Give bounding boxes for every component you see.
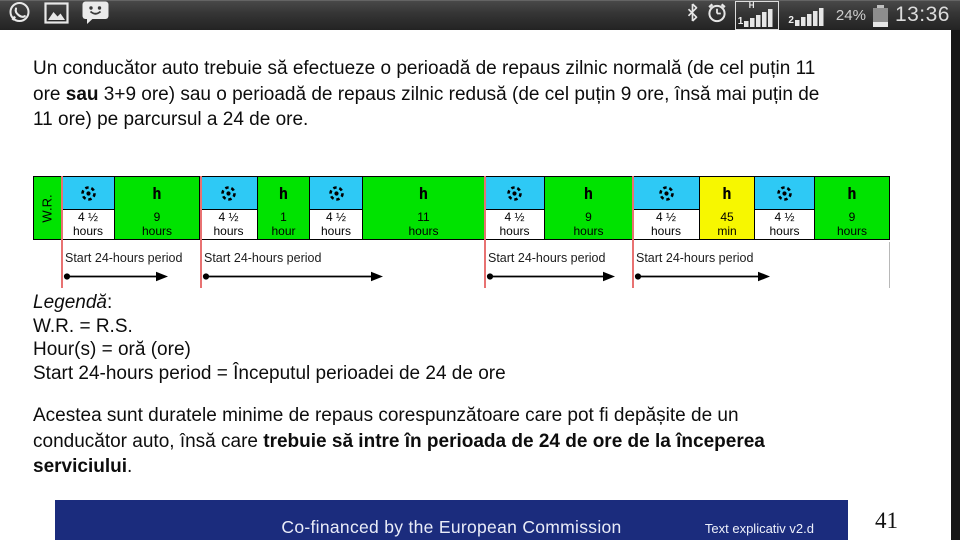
legend-line: Start 24-hours period = Începutul perioa… bbox=[33, 362, 506, 384]
battery-icon bbox=[872, 4, 888, 27]
diagram-cell-rest: h 9 hours bbox=[815, 176, 890, 240]
system-status-icons: H 1 2 24% bbox=[686, 0, 950, 30]
rest-icon: h bbox=[278, 183, 289, 203]
sim2-label: 2 bbox=[788, 15, 794, 26]
gallery-icon[interactable] bbox=[44, 1, 69, 29]
break-icon: h bbox=[722, 183, 732, 203]
text-segment: conducător auto, însă care bbox=[33, 430, 264, 452]
text-segment: serviciului bbox=[33, 456, 127, 477]
diagram-end-line bbox=[889, 242, 890, 288]
sim1-label: 1 bbox=[737, 15, 744, 27]
period-start-label: Start 24-hours period bbox=[65, 251, 183, 265]
clock-time: 13:36 bbox=[894, 3, 950, 26]
legend-title-line: Legendă: bbox=[33, 291, 506, 315]
diagram-cell-rest: h 9 hours bbox=[115, 176, 200, 240]
period-arrow bbox=[486, 270, 616, 288]
document-page: Un conducător auto trebuie să efectueze … bbox=[0, 30, 960, 540]
footer-bar: Co-financed by the European Commission T… bbox=[55, 500, 848, 540]
text-segment: trebuie să intre în perioada de 24 de or… bbox=[263, 430, 765, 452]
diagram-cell-rest: h 11 hours bbox=[363, 176, 485, 240]
cell-duration: 4 ½ hours bbox=[485, 210, 544, 239]
cell-duration: 9 hours bbox=[115, 210, 199, 239]
period-arrow bbox=[634, 270, 771, 288]
text-segment: . bbox=[127, 456, 133, 477]
driving-icon bbox=[658, 185, 674, 201]
rest-icon: h bbox=[583, 183, 594, 203]
signal-sim1-icon: H 1 bbox=[734, 0, 780, 30]
cell-duration: 9 hours bbox=[545, 210, 632, 239]
legend-colon: : bbox=[106, 292, 113, 313]
legend-line: W.R. = R.S. bbox=[33, 315, 133, 337]
page-number: 41 bbox=[875, 508, 898, 533]
status-bar: H 1 2 24% bbox=[0, 0, 960, 30]
cell-duration: 9 hours bbox=[815, 210, 889, 239]
period-start-line bbox=[632, 176, 634, 288]
driving-icon bbox=[777, 185, 792, 201]
period-start-label: Start 24-hours period bbox=[488, 251, 606, 265]
diagram-cell-drive: 4 ½ hours bbox=[485, 176, 545, 240]
cell-duration: 11 hours bbox=[363, 210, 484, 239]
legend-lines: W.R. = R.S. Hour(s) = oră (ore) Start 24-h… bbox=[33, 315, 506, 386]
driving-icon bbox=[80, 185, 96, 201]
cell-duration: 1 hour bbox=[258, 210, 309, 239]
diagram-cell-rest: h 9 hours bbox=[545, 176, 633, 240]
text-segment: 3+9 ore) sau o perioadă de repaus zilnic… bbox=[98, 83, 820, 105]
period-start-line bbox=[200, 176, 202, 288]
version-text: Text explicativ v2.d bbox=[704, 521, 814, 536]
signal-sim2-icon: 2 bbox=[786, 1, 829, 29]
rest-icon: h bbox=[847, 183, 857, 203]
rest-icon: h bbox=[152, 183, 162, 203]
battery-percent: 24% bbox=[835, 6, 866, 24]
row-label-cell: W.R. bbox=[33, 176, 62, 240]
row-label: W.R. bbox=[40, 193, 56, 223]
diagram-cell-drive: 4 ½ hours bbox=[200, 176, 258, 240]
text-segment: Acestea sunt duratele minime de repaus c… bbox=[33, 405, 739, 426]
period-start-line bbox=[484, 176, 486, 288]
text-segment: Un conducător auto trebuie să efectueze … bbox=[33, 58, 816, 79]
cell-duration: 4 ½ hours bbox=[62, 210, 114, 239]
notification-icons bbox=[8, 1, 109, 30]
legend-block: Legendă: W.R. = R.S. Hour(s) = oră (ore) S… bbox=[33, 291, 506, 385]
cell-duration: 4 ½ hours bbox=[755, 210, 814, 239]
rest-period-diagram: W.R. 4 ½ hours h 9 hours 4 ½ hours h 1 hour 4 ½ hou… bbox=[33, 176, 890, 240]
period-arrow bbox=[202, 270, 384, 288]
cell-duration: 45 min bbox=[700, 210, 754, 239]
diagram-cell-drive: 4 ½ hours bbox=[62, 176, 115, 240]
network-type-label: H bbox=[748, 0, 755, 10]
diagram-cell-drive: 4 ½ hours bbox=[755, 176, 815, 240]
alarm-clock-icon bbox=[706, 2, 728, 28]
diagram-cell-break: h 45 min bbox=[700, 176, 755, 240]
text-segment: sau bbox=[65, 83, 99, 105]
driving-icon bbox=[328, 185, 344, 201]
cell-duration: 4 ½ hours bbox=[310, 210, 362, 239]
text-segment: 11 ore) pe parcursul a 24 de ore. bbox=[33, 109, 309, 130]
intro-paragraph: Un conducător auto trebuie să efectueze … bbox=[33, 56, 933, 133]
closing-paragraph: Acestea sunt duratele minime de repaus c… bbox=[33, 403, 863, 480]
diagram-cell-drive: 4 ½ hours bbox=[310, 176, 363, 240]
driving-icon bbox=[507, 185, 522, 201]
bluetooth-icon bbox=[686, 2, 699, 28]
whatsapp-icon[interactable] bbox=[8, 1, 31, 29]
diagram-cell-drive: 4 ½ hours bbox=[633, 176, 700, 240]
text-segment: ore bbox=[33, 83, 66, 105]
legend-title: Legendă bbox=[33, 292, 107, 313]
rest-icon: h bbox=[418, 183, 429, 203]
cell-duration: 4 ½ hours bbox=[200, 210, 257, 239]
period-arrow bbox=[63, 270, 169, 288]
diagram-cell-rest: h 1 hour bbox=[258, 176, 310, 240]
cell-duration: 4 ½ hours bbox=[633, 210, 699, 239]
period-start-label: Start 24-hours period bbox=[204, 251, 322, 265]
driving-icon bbox=[221, 185, 236, 201]
screen-edge-strip bbox=[951, 30, 960, 540]
legend-line: Hour(s) = oră (ore) bbox=[33, 339, 191, 360]
cofinanced-text: Co-financed by the European Commission bbox=[281, 517, 622, 537]
period-start-label: Start 24-hours period bbox=[636, 251, 754, 265]
messaging-icon[interactable] bbox=[82, 1, 109, 30]
period-start-line bbox=[61, 176, 63, 288]
